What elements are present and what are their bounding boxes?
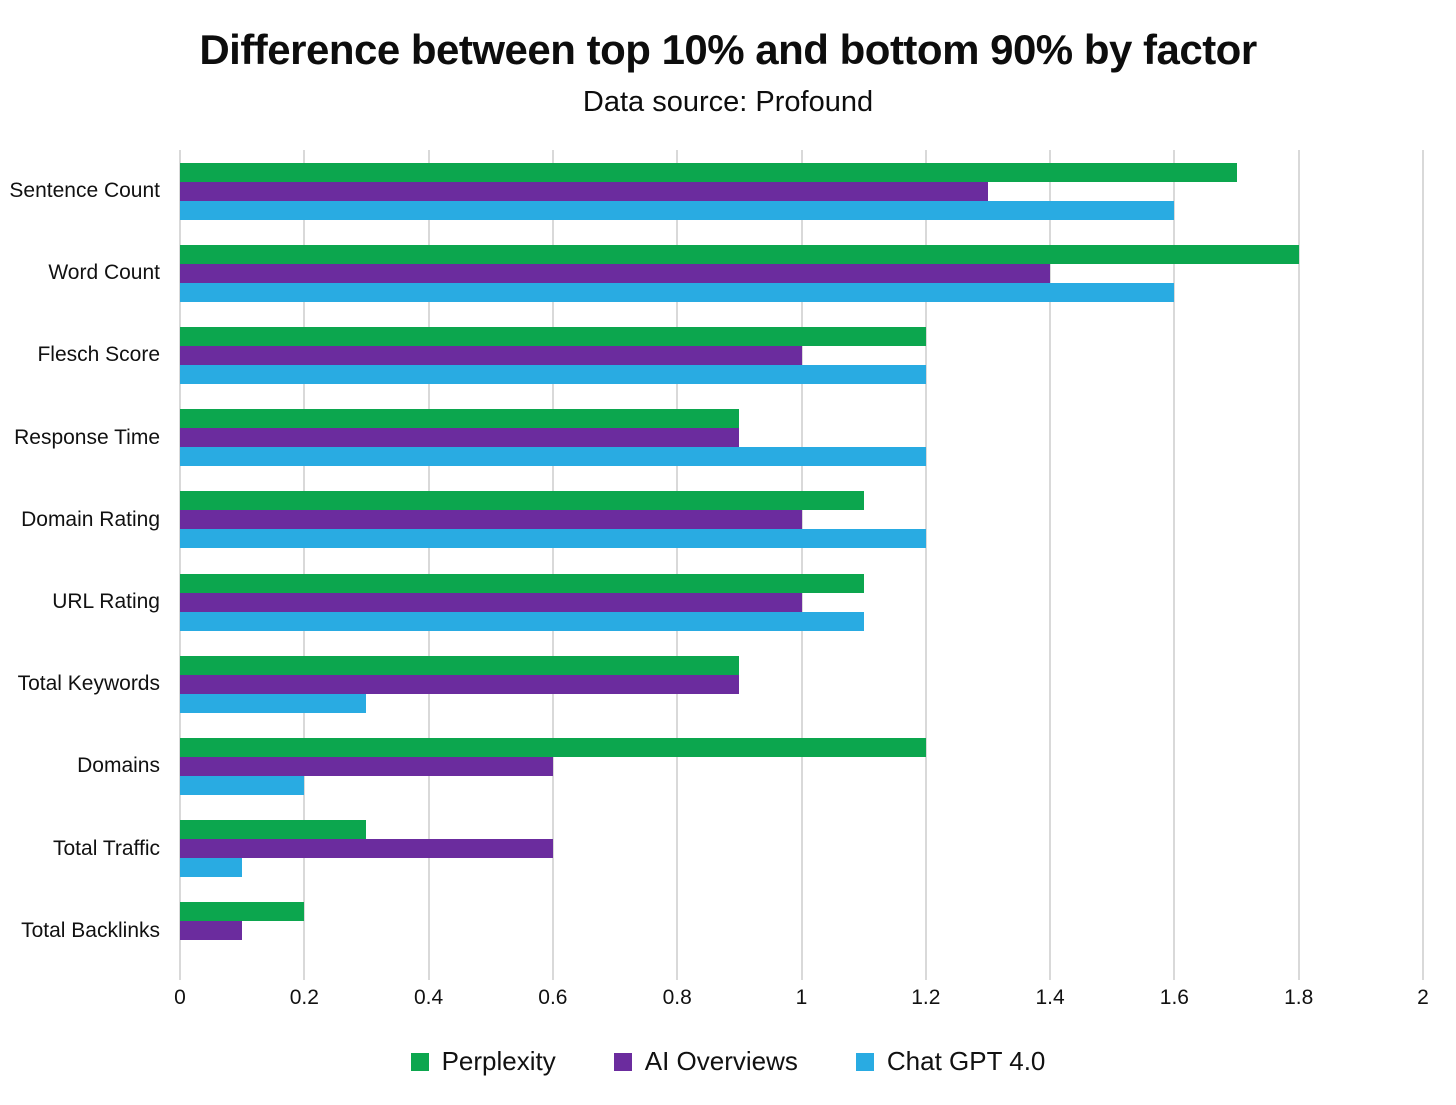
- category-label: Domains: [77, 754, 160, 778]
- legend-swatch-icon: [613, 1052, 632, 1071]
- chart-title: Difference between top 10% and bottom 90…: [199, 26, 1257, 73]
- bar-group-total-backlinks: [180, 890, 1423, 972]
- bar-perplexity: [180, 409, 740, 429]
- bar-chat-gpt-4-0: [180, 282, 1175, 302]
- bar-chat-gpt-4-0: [180, 529, 926, 549]
- legend-swatch-icon: [410, 1052, 429, 1071]
- bar-chat-gpt-4-0: [180, 775, 305, 795]
- bar-perplexity: [180, 737, 926, 757]
- category-label: Word Count: [48, 261, 160, 285]
- category-label: Total Traffic: [53, 836, 160, 860]
- category-label: Total Keywords: [17, 672, 160, 696]
- bar-group-url-rating: [180, 561, 1423, 643]
- gridline: [800, 150, 803, 980]
- bar-ai-overviews: [180, 674, 740, 694]
- gridline: [1173, 150, 1176, 980]
- gridline: [1049, 150, 1052, 980]
- gridline: [427, 150, 430, 980]
- category-label: URL Rating: [52, 590, 160, 614]
- bar-ai-overviews: [180, 510, 802, 530]
- legend-item-ai-overviews: AI Overviews: [613, 1046, 798, 1077]
- bar-group-flesch-score: [180, 314, 1423, 396]
- bar-perplexity: [180, 326, 926, 346]
- legend-label: Chat GPT 4.0: [886, 1046, 1046, 1076]
- bar-group-sentence-count: [180, 150, 1423, 232]
- gridline: [1297, 150, 1300, 980]
- category-label: Response Time: [14, 425, 160, 449]
- bar-ai-overviews: [180, 345, 802, 365]
- bar-ai-overviews: [180, 921, 243, 941]
- x-tick-label: 0.6: [538, 986, 568, 1009]
- bar-chat-gpt-4-0: [180, 611, 864, 631]
- bar-ai-overviews: [180, 839, 553, 859]
- gridline: [551, 150, 554, 980]
- bar-chat-gpt-4-0: [180, 693, 367, 713]
- bar-perplexity: [180, 655, 740, 675]
- legend-item-chat-gpt-4-0: Chat GPT 4.0: [855, 1046, 1046, 1077]
- bar-chat-gpt-4-0: [180, 200, 1175, 220]
- bar-ai-overviews: [180, 428, 740, 448]
- legend: Perplexity AI Overviews Chat GPT 4.0: [0, 1046, 1456, 1077]
- x-tick-label: 1.2: [911, 986, 941, 1009]
- x-tick-label: 1: [795, 986, 808, 1009]
- bar-perplexity: [180, 820, 367, 840]
- bar-ai-overviews: [180, 263, 1051, 283]
- bar-group-total-traffic: [180, 808, 1423, 890]
- gridline: [303, 150, 306, 980]
- bar-chat-gpt-4-0: [180, 447, 926, 467]
- category-label: Domain Rating: [21, 507, 160, 531]
- bar-ai-overviews: [180, 756, 553, 776]
- x-tick-label: 1.4: [1035, 986, 1065, 1009]
- x-tick-label: 0.4: [413, 986, 444, 1009]
- bar-group-domain-rating: [180, 479, 1423, 561]
- bar-perplexity: [180, 162, 1237, 182]
- bar-ai-overviews: [180, 592, 802, 612]
- x-tick-label: 0.2: [289, 986, 319, 1009]
- bar-group-word-count: [180, 232, 1423, 314]
- bar-perplexity: [180, 573, 864, 593]
- category-label: Flesch Score: [37, 343, 160, 367]
- x-tick-label: 1.6: [1159, 986, 1189, 1009]
- bar-perplexity: [180, 902, 305, 922]
- legend-swatch-icon: [855, 1052, 874, 1071]
- gridline: [179, 150, 181, 980]
- legend-item-perplexity: Perplexity: [410, 1046, 556, 1077]
- gridline: [676, 150, 679, 980]
- x-axis-tick-labels: 0 0.2 0.4 0.6 0.8 1 1.2 1.4 1.6 1.8 2: [174, 986, 1429, 1014]
- bar-chat-gpt-4-0: [180, 364, 926, 384]
- legend-label: AI Overviews: [644, 1046, 798, 1076]
- y-axis-category-labels: Sentence Count Word Count Flesch Score Resp…: [0, 150, 160, 972]
- x-tick-label: 0: [174, 986, 186, 1009]
- gridline: [924, 150, 927, 980]
- category-label: Total Backlinks: [21, 918, 160, 942]
- x-tick-label: 1.8: [1284, 986, 1314, 1009]
- category-label: Sentence Count: [9, 179, 160, 203]
- legend-label: Perplexity: [441, 1046, 556, 1076]
- bar-group-total-keywords: [180, 643, 1423, 725]
- gridline: [1422, 150, 1424, 980]
- plot-area: [179, 150, 1424, 980]
- x-tick-label: 2: [1417, 986, 1429, 1009]
- bar-group-domains: [180, 725, 1423, 807]
- bar-ai-overviews: [180, 181, 988, 201]
- bar-rows: [180, 150, 1423, 972]
- bar-perplexity: [180, 244, 1299, 264]
- bar-chat-gpt-4-0: [180, 858, 243, 878]
- chart-subtitle: Data source: Profound: [582, 86, 874, 118]
- bar-perplexity: [180, 491, 864, 511]
- bar-group-response-time: [180, 397, 1423, 479]
- x-tick-label: 0.8: [662, 986, 692, 1009]
